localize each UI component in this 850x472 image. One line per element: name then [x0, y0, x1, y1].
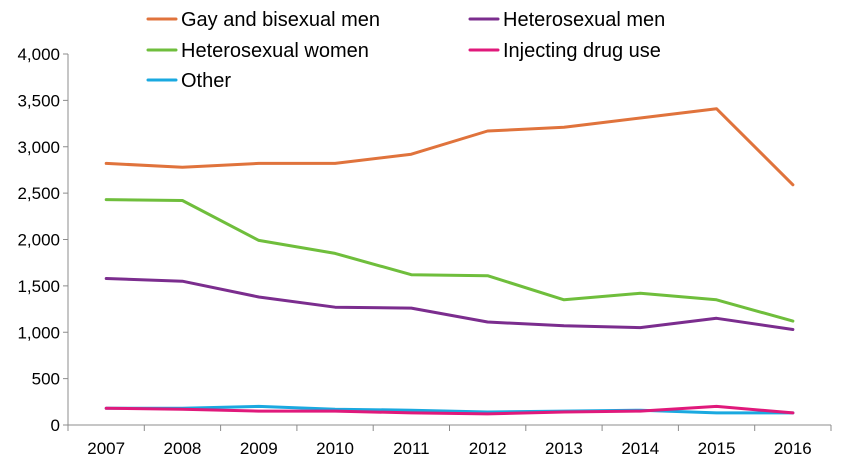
- x-tick-label: 2007: [87, 439, 125, 458]
- x-tick-label: 2008: [164, 439, 202, 458]
- x-tick-label: 2010: [316, 439, 354, 458]
- legend-label-heterosexual-women: Heterosexual women: [181, 40, 369, 62]
- series-line-other: [104, 404, 795, 415]
- series-line-heterosexual-women: [104, 198, 795, 323]
- y-tick-label: 3,500: [17, 91, 60, 110]
- y-tick-label: 4,000: [17, 45, 60, 64]
- series-line-injecting-drug-use: [104, 404, 795, 416]
- x-tick-label: 2015: [698, 439, 736, 458]
- axes: [63, 53, 832, 431]
- x-tick-label: 2012: [469, 439, 507, 458]
- y-tick-label: 1,500: [17, 277, 60, 296]
- x-tick-label: 2014: [621, 439, 659, 458]
- y-tick-label: 2,500: [17, 184, 60, 203]
- x-tick-label: 2013: [545, 439, 583, 458]
- legend: Gay and bisexual men Heterosexual men Hete…: [146, 9, 665, 92]
- legend-label-other: Other: [181, 70, 231, 92]
- y-tick-label: 2,000: [17, 231, 60, 250]
- legend-label-gay-and-bisexual-men: Gay and bisexual men: [181, 9, 380, 31]
- x-tick-label: 2009: [240, 439, 278, 458]
- series-line-gay-and-bisexual-men: [104, 107, 795, 187]
- x-tick-label: 2011: [393, 439, 430, 458]
- y-tick-label: 0: [51, 416, 60, 435]
- series-line-heterosexual-men: [104, 277, 795, 331]
- y-tick-label: 3,000: [17, 138, 60, 157]
- x-tick-label: 2016: [774, 439, 812, 458]
- legend-label-heterosexual-men: Heterosexual men: [503, 9, 665, 31]
- tick-labels: 0 500 1,000 1,500 2,000 2,500 3,000 3,500 4,000 2…: [17, 45, 811, 458]
- legend-label-injecting-drug-use: Injecting drug use: [503, 40, 661, 62]
- y-tick-label: 500: [32, 370, 60, 389]
- series-lines: [104, 107, 795, 416]
- y-tick-label: 1,000: [17, 323, 60, 342]
